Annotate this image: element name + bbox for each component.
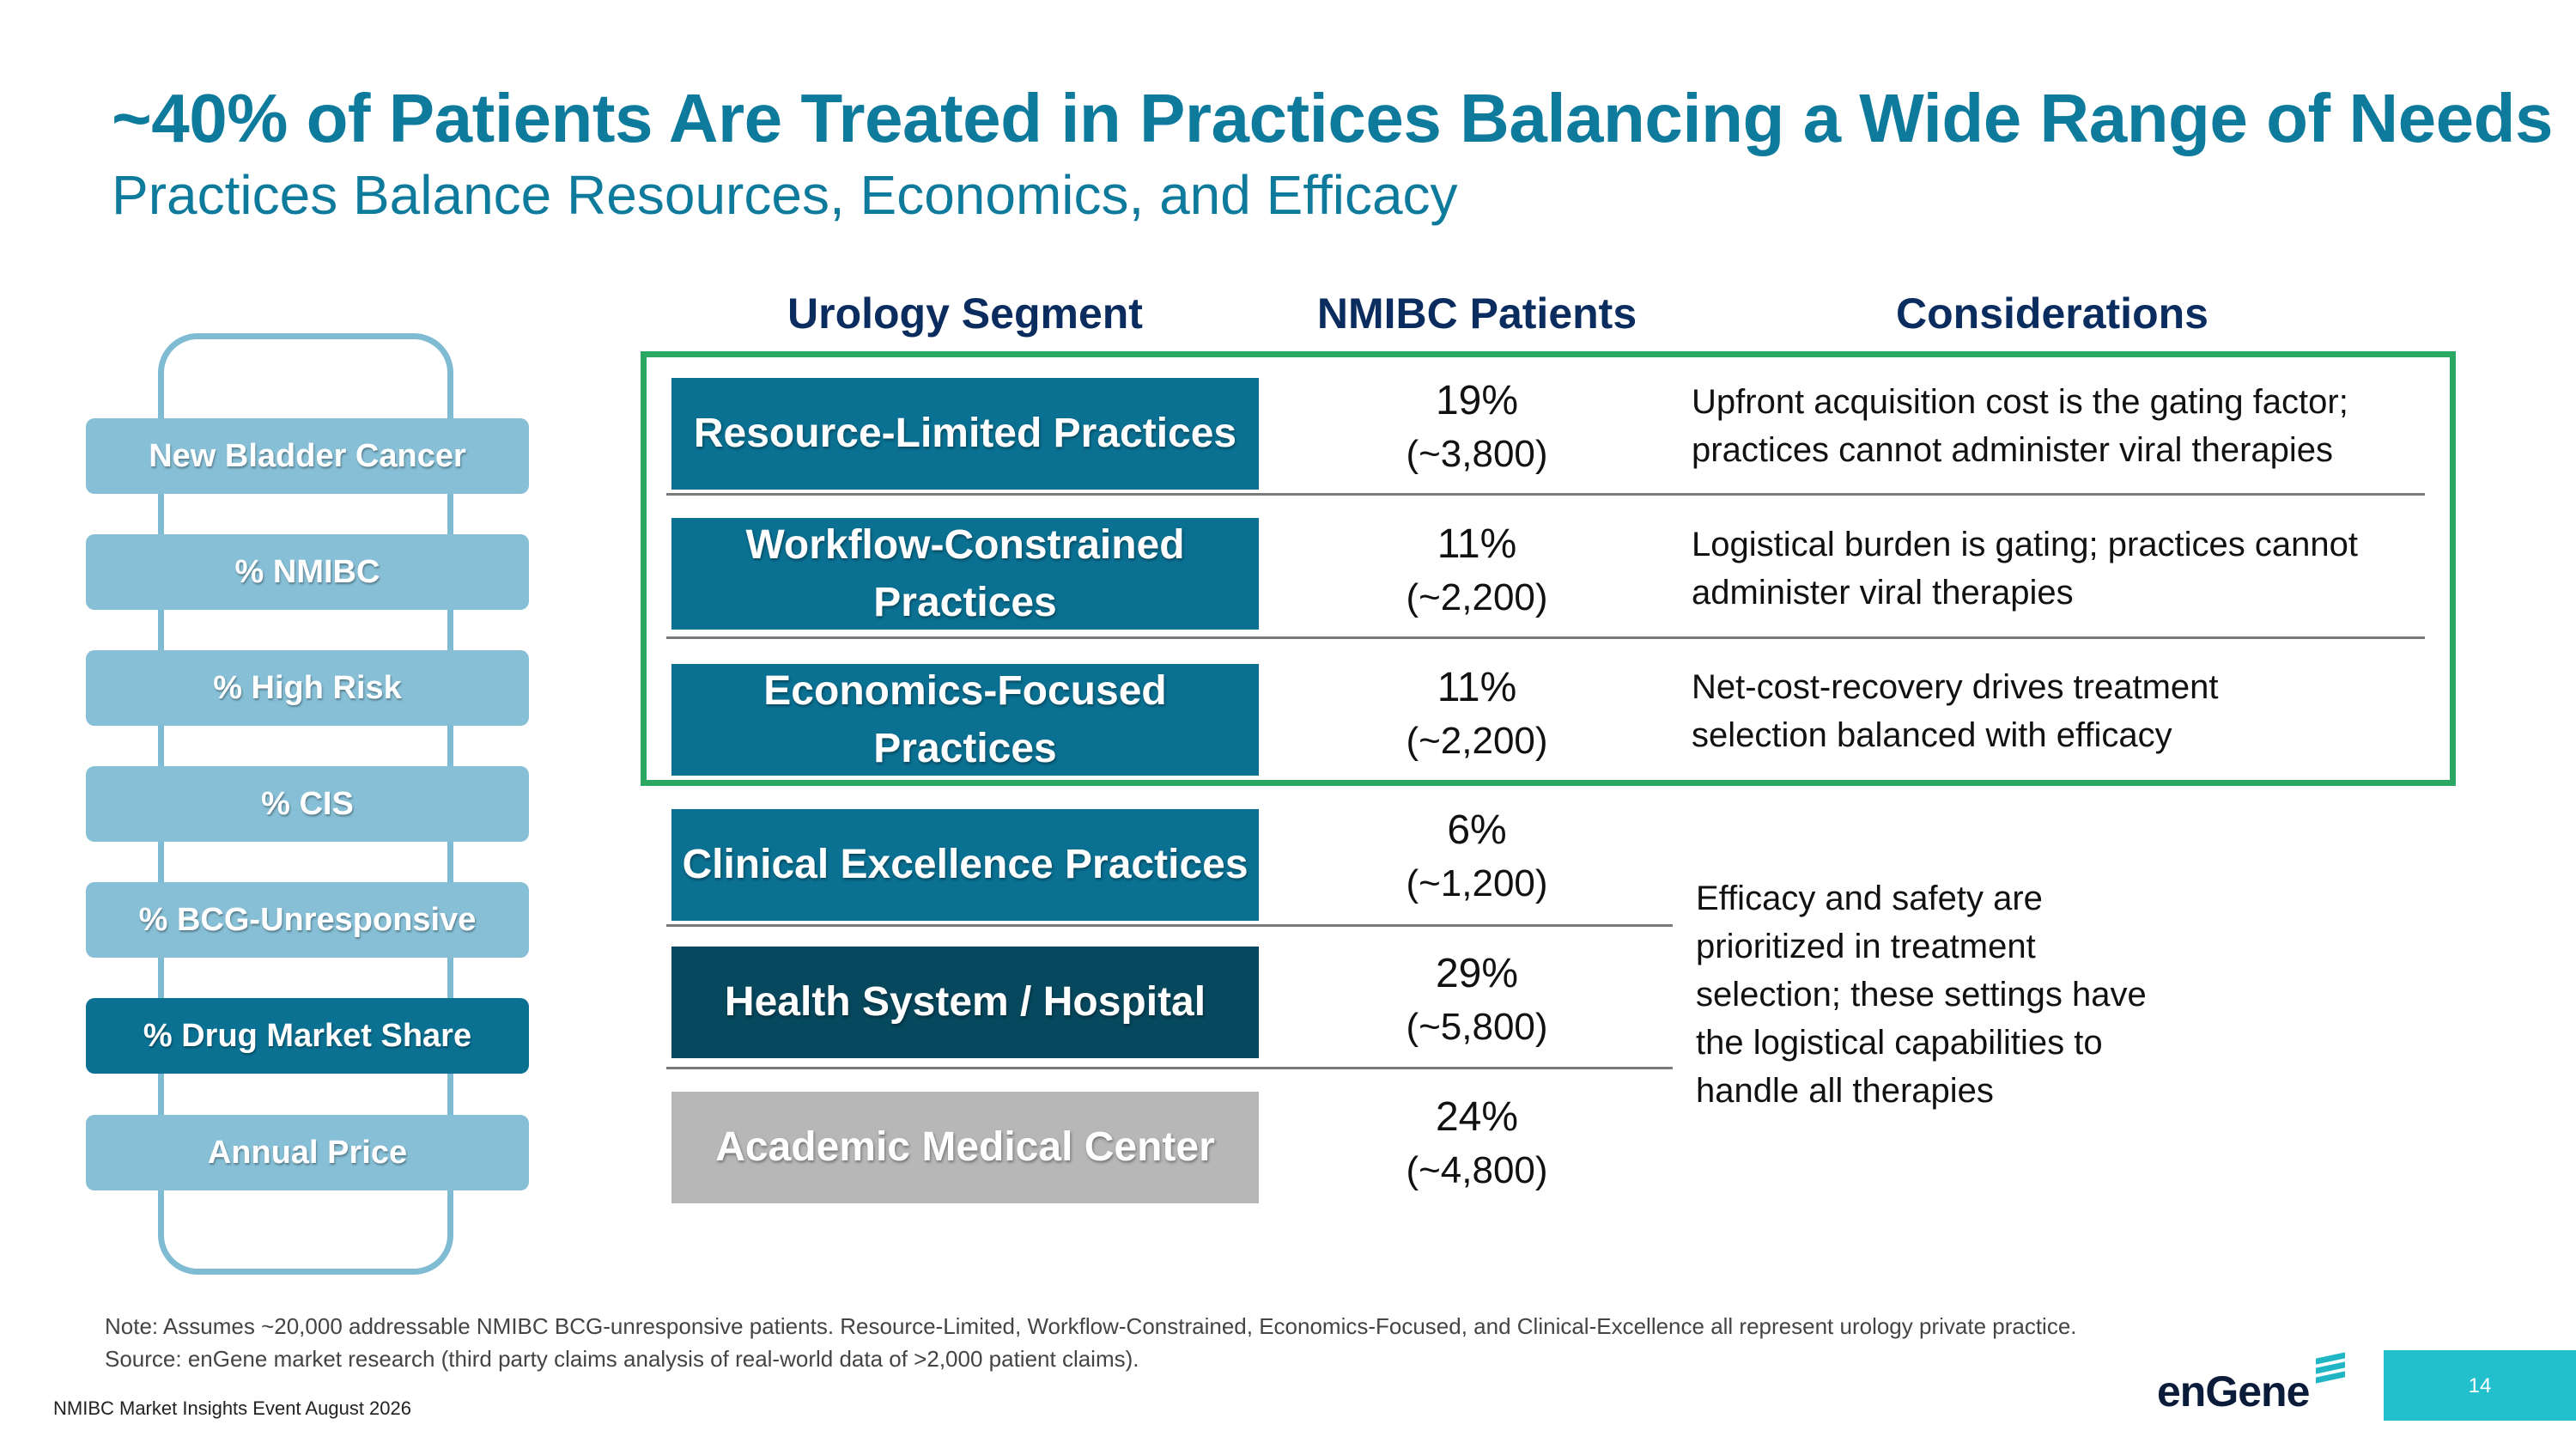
patients-pct: 11% — [1437, 521, 1517, 567]
patients-health-system: 29% (~5,800) — [1348, 947, 1606, 1054]
patients-count: (~2,200) — [1406, 720, 1548, 762]
funnel-step-high-risk: % High Risk — [86, 650, 529, 726]
funnel-step-new-bladder-cancer: New Bladder Cancer — [86, 418, 529, 494]
funnel-step-nmibc: % NMIBC — [86, 534, 529, 610]
patients-count: (~1,200) — [1406, 862, 1548, 904]
patients-count: (~3,800) — [1406, 433, 1548, 475]
segment-resource-limited: Resource-Limited Practices — [671, 378, 1259, 490]
patients-academic-medical-center: 24% (~4,800) — [1348, 1091, 1606, 1197]
considerations-economics-focused: Net-cost-recovery drives treatment selec… — [1692, 663, 2219, 759]
considerations-line: selection balanced with efficacy — [1692, 716, 2172, 754]
segment-clinical-excellence: Clinical Excellence Practices — [671, 809, 1259, 921]
segment-label-line1: Workflow-Constrained — [745, 521, 1185, 568]
event-footer: NMIBC Market Insights Event August 2026 — [53, 1397, 411, 1419]
patients-pct: 11% — [1437, 665, 1517, 710]
note-text: Note: Assumes ~20,000 addressable NMIBC … — [105, 1313, 2077, 1339]
segment-workflow-constrained: Workflow-Constrained Practices — [671, 518, 1259, 630]
page-title: ~40% of Patients Are Treated in Practice… — [112, 80, 2554, 156]
source-text: Source: enGene market research (third pa… — [105, 1346, 1139, 1372]
segment-academic-medical-center: Academic Medical Center — [671, 1092, 1259, 1203]
page-subtitle: Practices Balance Resources, Economics, … — [112, 164, 1458, 226]
considerations-line: prioritized in treatment — [1696, 928, 2036, 965]
segment-health-system: Health System / Hospital — [671, 947, 1259, 1058]
patients-pct: 19% — [1435, 378, 1519, 423]
patients-count: (~2,200) — [1406, 576, 1548, 618]
segment-label: Clinical Excellence Practices — [682, 842, 1249, 888]
segment-label-line2: Practices — [873, 580, 1057, 625]
header-considerations: Considerations — [1896, 289, 2208, 338]
patients-pct: 6% — [1447, 807, 1507, 853]
considerations-line: handle all therapies — [1696, 1072, 1994, 1110]
patients-count: (~4,800) — [1406, 1149, 1548, 1191]
row-divider — [666, 1067, 1673, 1069]
considerations-line: the logistical capabilities to — [1696, 1024, 2103, 1062]
highlight-box — [641, 351, 2456, 786]
funnel-step-cis: % CIS — [86, 766, 529, 842]
funnel-step-bcg-unresponsive: % BCG-Unresponsive — [86, 882, 529, 958]
considerations-line: administer viral therapies — [1692, 574, 2074, 612]
logo-text: enGene — [2157, 1367, 2310, 1416]
funnel-step-drug-market-share: % Drug Market Share — [86, 998, 529, 1074]
considerations-line: practices cannot administer viral therap… — [1692, 431, 2334, 469]
segment-economics-focused: Economics-Focused Practices — [671, 664, 1259, 776]
patients-resource-limited: 19% (~3,800) — [1348, 374, 1606, 481]
page-number: 14 — [2468, 1374, 2492, 1397]
considerations-line: Net-cost-recovery drives treatment — [1692, 668, 2219, 706]
patients-clinical-excellence: 6% (~1,200) — [1348, 804, 1606, 910]
considerations-line: Logistical burden is gating; practices c… — [1692, 526, 2359, 563]
considerations-workflow-constrained: Logistical burden is gating; practices c… — [1692, 521, 2358, 617]
row-divider — [666, 493, 2425, 496]
engene-logo: enGene — [2157, 1352, 2346, 1416]
header-urology-segment: Urology Segment — [787, 289, 1143, 338]
row-divider — [666, 924, 1673, 927]
considerations-resource-limited: Upfront acquisition cost is the gating f… — [1692, 378, 2348, 474]
considerations-shared: Efficacy and safety are prioritized in t… — [1696, 874, 2147, 1115]
considerations-line: Efficacy and safety are — [1696, 880, 2043, 917]
segment-label: Health System / Hospital — [724, 979, 1206, 1026]
patients-count: (~5,800) — [1406, 1006, 1548, 1048]
page-number-box — [2384, 1350, 2576, 1421]
considerations-line: Upfront acquisition cost is the gating f… — [1692, 383, 2348, 421]
segment-label: Academic Medical Center — [715, 1124, 1215, 1171]
patients-economics-focused: 11% (~2,200) — [1348, 661, 1606, 768]
patients-pct: 29% — [1435, 951, 1519, 996]
patients-workflow-constrained: 11% (~2,200) — [1348, 518, 1606, 624]
patients-pct: 24% — [1435, 1094, 1519, 1140]
segment-label: Resource-Limited Practices — [693, 411, 1237, 457]
funnel-step-annual-price: Annual Price — [86, 1115, 529, 1190]
segment-label-line2: Practices — [873, 726, 1057, 771]
row-divider — [666, 636, 2425, 639]
considerations-line: selection; these settings have — [1696, 976, 2147, 1014]
header-nmibc-patients: NMIBC Patients — [1316, 289, 1637, 338]
logo-stripes-icon — [2316, 1352, 2346, 1384]
segment-label-line1: Economics-Focused — [763, 667, 1167, 714]
